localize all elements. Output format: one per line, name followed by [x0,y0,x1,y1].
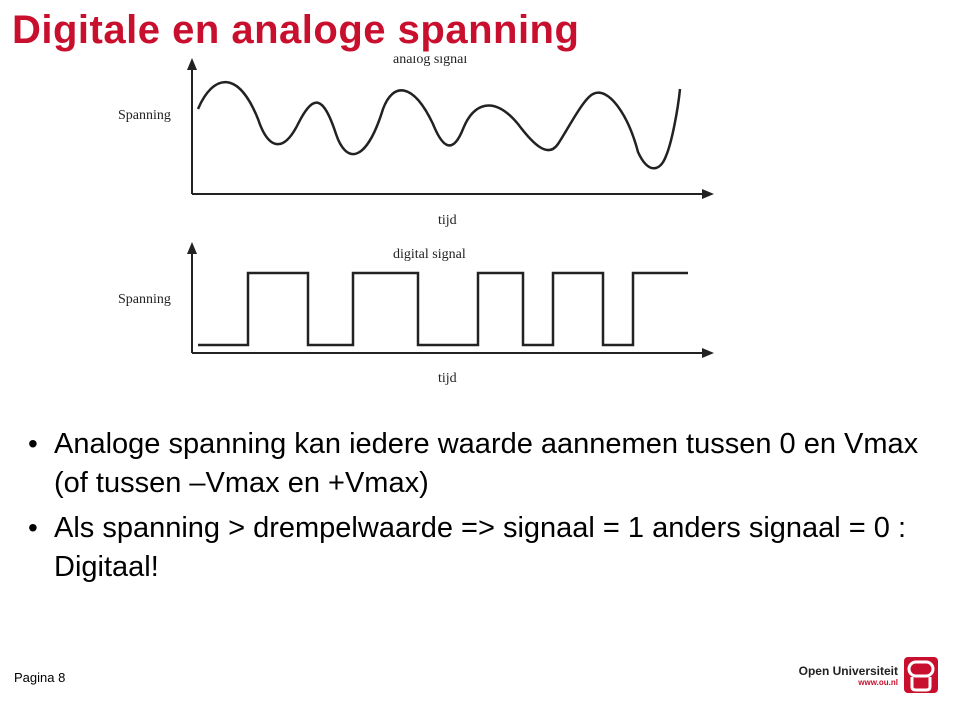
digital-y-arrow [187,242,197,254]
page-title: Digitale en analoge spanning [12,8,579,53]
signals-diagram: Spanning tijd analog signal Spanning tij… [118,56,758,406]
page-number: Pagina 8 [14,670,65,685]
digital-y-label: Spanning [118,292,171,307]
analog-caption: analog signal [393,56,467,67]
digital-waveform [198,273,688,345]
digital-caption: digital signal [393,247,466,262]
digital-x-label: tijd [438,371,457,386]
digital-x-arrow [702,348,714,358]
logo-title: Open Universiteit [799,664,898,678]
analog-x-arrow [702,189,714,199]
list-item: Analoge spanning kan iedere waarde aanne… [28,425,930,503]
analog-y-label: Spanning [118,108,171,123]
logo-url: www.ou.nl [799,678,898,687]
analog-x-label: tijd [438,213,457,228]
logo-mark-icon [904,657,938,693]
analog-waveform [198,82,680,168]
list-item: Als spanning > drempelwaarde => signaal … [28,509,930,587]
bullet-list: Analoge spanning kan iedere waarde aanne… [28,425,930,594]
brand-logo: Open Universiteit www.ou.nl [799,657,938,693]
analog-y-arrow [187,58,197,70]
